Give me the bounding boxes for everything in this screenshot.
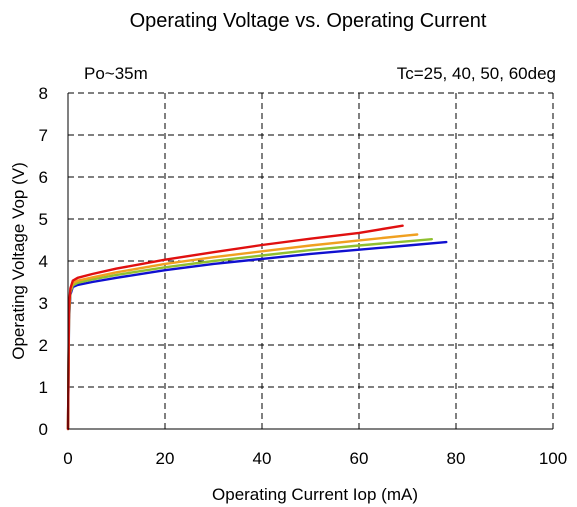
x-tick-label: 40: [253, 449, 272, 468]
y-tick-label: 3: [39, 294, 48, 313]
x-tick-label: 80: [447, 449, 466, 468]
series-line-4: [66, 224, 404, 431]
y-tick-label: 0: [39, 420, 48, 439]
x-tick-label: 0: [63, 449, 72, 468]
x-tick-label: 20: [156, 449, 175, 468]
temperature-annotation: Tc=25, 40, 50, 60deg: [397, 64, 556, 83]
y-tick-label: 4: [39, 252, 48, 271]
y-tick-labels: 0 1 2 3 4 5 6 7 8: [39, 84, 48, 439]
y-tick-label: 1: [39, 378, 48, 397]
x-axis-label: Operating Current Iop (mA): [212, 485, 418, 504]
x-tick-label: 60: [350, 449, 369, 468]
y-tick-label: 6: [39, 168, 48, 187]
y-axis-label: Operating Voltage Vop (V): [9, 162, 28, 360]
chart-title: Operating Voltage vs. Operating Current: [130, 10, 487, 32]
y-tick-label: 7: [39, 126, 48, 145]
y-tick-label: 5: [39, 210, 48, 229]
y-tick-label: 2: [39, 336, 48, 355]
y-tick-label: 8: [39, 84, 48, 103]
x-tick-label: 100: [539, 449, 567, 468]
grid-lines: [68, 92, 554, 429]
power-annotation: Po~35m: [84, 64, 148, 83]
series-group: [66, 224, 448, 431]
x-tick-labels: 0 20 40 60 80 100: [63, 449, 567, 468]
